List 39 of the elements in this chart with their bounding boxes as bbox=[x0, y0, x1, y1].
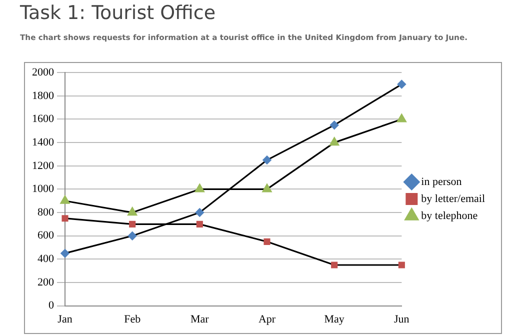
point bbox=[331, 262, 338, 268]
y-tick-label: 1400 bbox=[32, 136, 54, 148]
x-tick-label: Mar bbox=[190, 313, 210, 326]
point bbox=[60, 196, 70, 204]
point bbox=[60, 249, 70, 258]
point bbox=[128, 207, 138, 216]
legend-label: by letter/email bbox=[421, 192, 486, 205]
y-tick-label: 800 bbox=[38, 206, 54, 218]
y-tick-label: 600 bbox=[38, 230, 54, 242]
point bbox=[195, 208, 204, 217]
point bbox=[262, 184, 272, 192]
point bbox=[396, 114, 406, 122]
point bbox=[330, 137, 340, 146]
x-tick-label: Feb bbox=[124, 313, 142, 326]
y-tick-label: 0 bbox=[48, 300, 54, 312]
chart-title: Task 1: Tourist Office bbox=[20, 2, 216, 24]
x-tick-label: Jan bbox=[58, 313, 73, 326]
point bbox=[129, 220, 136, 228]
point bbox=[128, 232, 137, 240]
y-tick-label: 1600 bbox=[32, 113, 54, 126]
y-tick-label: 1200 bbox=[32, 160, 54, 172]
y-tick-label: 1000 bbox=[32, 183, 54, 196]
point bbox=[62, 215, 68, 222]
point bbox=[264, 238, 270, 245]
y-tick-label: 200 bbox=[38, 276, 54, 288]
y-tick-label: 1800 bbox=[32, 90, 54, 102]
point bbox=[194, 184, 204, 192]
legend-label: by telephone bbox=[421, 210, 478, 222]
x-tick-label: May bbox=[324, 313, 345, 326]
legend-label: in person bbox=[421, 176, 462, 188]
point bbox=[196, 220, 203, 228]
point bbox=[398, 262, 405, 268]
x-tick-label: Apr bbox=[258, 313, 276, 326]
y-tick-label: 400 bbox=[38, 253, 54, 266]
point bbox=[397, 80, 406, 89]
x-tick-label: Jun bbox=[394, 313, 410, 326]
point bbox=[262, 156, 272, 164]
y-tick-label: 2000 bbox=[32, 66, 54, 78]
point bbox=[330, 120, 339, 130]
